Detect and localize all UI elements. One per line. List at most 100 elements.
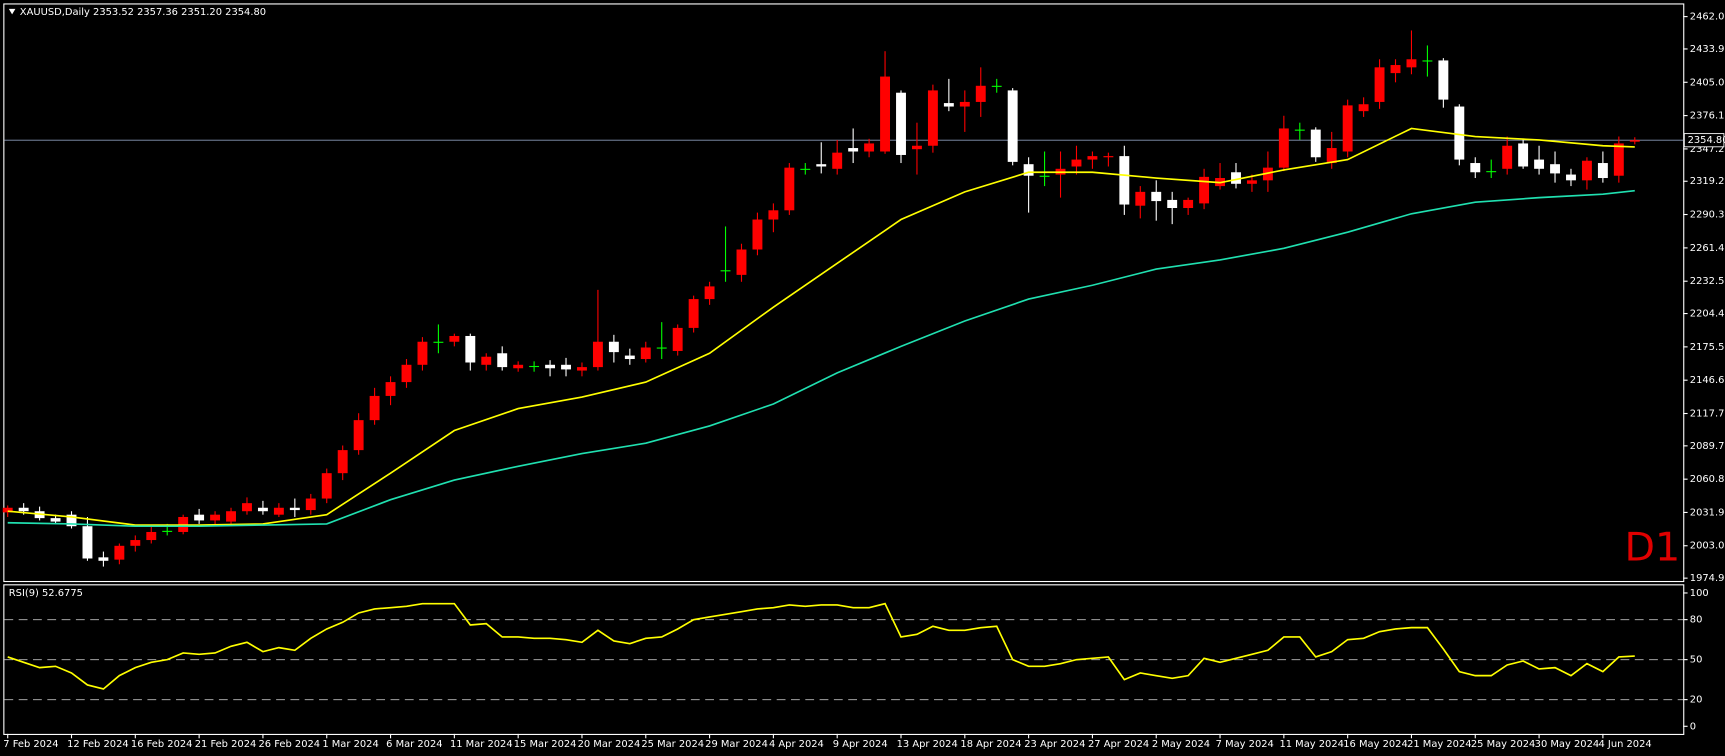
- current-price-label: 2354.80: [1688, 135, 1725, 146]
- x-tick-label: 6 Mar 2024: [386, 739, 442, 750]
- candle-body: [66, 514, 77, 527]
- candle-body: [1262, 167, 1273, 181]
- chart-title: XAUUSD,Daily 2353.52 2357.36 2351.20 235…: [20, 7, 266, 18]
- candle-body: [1374, 67, 1385, 102]
- candle-body: [816, 164, 827, 167]
- candle-body: [1103, 156, 1114, 158]
- candle-body: [1278, 128, 1289, 168]
- x-tick-label: 25 Mar 2024: [641, 739, 704, 750]
- candle-body: [1310, 129, 1321, 158]
- y-tick-label: 2175.55: [1690, 342, 1725, 353]
- candle-body: [385, 382, 396, 396]
- main-frame: [3, 3, 1685, 583]
- candle-body: [1231, 172, 1241, 184]
- candle-body: [1534, 159, 1545, 169]
- y-tick-label: 2232.50: [1690, 276, 1725, 287]
- candle-body: [975, 85, 986, 102]
- candle-body: [369, 395, 380, 421]
- candle-body: [1390, 65, 1401, 74]
- candle-body: [688, 299, 699, 328]
- candle-body: [768, 210, 779, 220]
- candle-body: [257, 507, 268, 512]
- candle-body: [577, 367, 587, 371]
- candle-body: [1342, 105, 1353, 152]
- x-tick-label: 20 Mar 2024: [578, 739, 641, 750]
- x-tick-label: 30 May 2024: [1535, 739, 1599, 750]
- candle-body: [226, 511, 236, 522]
- rsi-y-tick-label: 100: [1690, 588, 1709, 599]
- candle-body: [513, 364, 524, 369]
- x-tick-label: 25 May 2024: [1471, 739, 1536, 750]
- candle-body: [736, 249, 747, 275]
- candle-body: [1167, 199, 1178, 208]
- y-tick-label: 2405.05: [1690, 77, 1725, 88]
- x-tick-label: 21 Feb 2024: [195, 739, 257, 750]
- candle-body: [927, 90, 938, 146]
- x-tick-label: 1 Mar 2024: [322, 739, 378, 750]
- candle-body: [305, 498, 316, 511]
- candle-body: [672, 327, 683, 351]
- y-tick-label: 2290.35: [1690, 210, 1725, 221]
- moving-average: [7, 189, 1635, 528]
- x-tick-label: 13 Apr 2024: [897, 739, 958, 750]
- candle-body: [1326, 148, 1337, 164]
- candle-body: [1071, 159, 1082, 167]
- candle-body: [991, 85, 1002, 87]
- x-tick-label: 4 Jun 2024: [1598, 739, 1651, 750]
- candle-body: [1581, 160, 1592, 181]
- rsi-y-tick-label: 20: [1690, 695, 1703, 706]
- candle-body: [864, 143, 875, 152]
- candle-body: [800, 168, 811, 170]
- x-tick-label: 15 Mar 2024: [514, 739, 577, 750]
- candle-body: [848, 148, 859, 152]
- candle-body: [1199, 176, 1210, 204]
- y-tick-label: 2003.05: [1690, 541, 1725, 552]
- candle-body: [1438, 60, 1449, 100]
- candle-body: [1629, 140, 1640, 142]
- candle-body: [880, 76, 891, 152]
- candle-body: [608, 341, 619, 353]
- x-tick-label: 12 Feb 2024: [67, 739, 129, 750]
- y-tick-label: 1974.95: [1690, 573, 1725, 584]
- menu-arrow: [8, 8, 16, 15]
- timeframe-label: D1: [1625, 525, 1681, 571]
- candle-body: [50, 518, 61, 522]
- candle-body: [545, 364, 556, 369]
- candle-body: [18, 507, 29, 512]
- candle-body: [1502, 145, 1513, 169]
- candle-body: [210, 514, 221, 521]
- x-tick-label: 9 Apr 2024: [833, 739, 888, 750]
- y-tick-label: 2376.15: [1690, 111, 1725, 122]
- candle-body: [497, 353, 508, 368]
- x-tick-label: 4 Apr 2024: [769, 739, 824, 750]
- x-tick-label: 26 Feb 2024: [259, 739, 321, 750]
- candle-body: [401, 364, 412, 383]
- y-tick-label: 2031.95: [1690, 507, 1725, 518]
- x-tick-label: 27 Apr 2024: [1088, 739, 1149, 750]
- y-tick-label: 2146.65: [1690, 375, 1725, 386]
- candle-body: [449, 335, 460, 342]
- y-tick-label: 2319.20: [1690, 176, 1725, 187]
- candle-body: [162, 530, 173, 532]
- candle-body: [896, 92, 906, 155]
- moving-average: [7, 127, 1635, 526]
- candle-body: [1007, 90, 1018, 162]
- y-tick-label: 2433.95: [1690, 44, 1725, 55]
- candle-body: [656, 347, 667, 349]
- y-tick-label: 2462.00: [1690, 12, 1725, 23]
- candle-body: [1135, 191, 1146, 206]
- rsi-y-tick-label: 80: [1690, 615, 1703, 626]
- candle-body: [832, 152, 843, 169]
- x-tick-label: 16 Feb 2024: [131, 739, 193, 750]
- y-tick-label: 2060.80: [1690, 474, 1725, 485]
- candle-body: [114, 545, 125, 560]
- rsi-y-tick-label: 50: [1690, 655, 1703, 666]
- candle-body: [1566, 174, 1576, 181]
- x-tick-label: 18 Apr 2024: [960, 739, 1021, 750]
- x-tick-label: 23 Apr 2024: [1024, 739, 1085, 750]
- candle-body: [337, 450, 348, 474]
- candle-body: [752, 219, 763, 250]
